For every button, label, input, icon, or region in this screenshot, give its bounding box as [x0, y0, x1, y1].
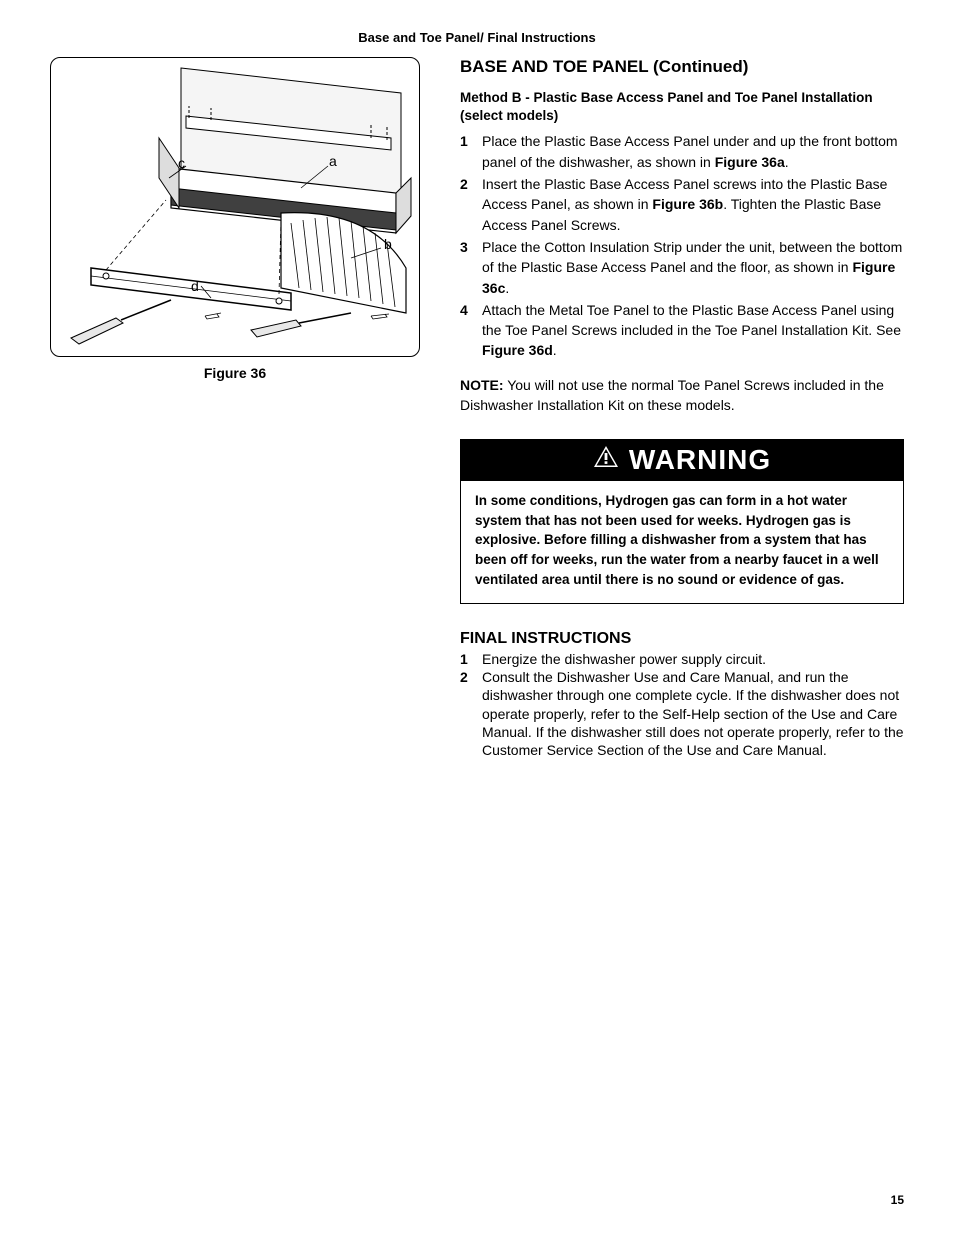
- step-text: Place the Cotton Insulation Strip under …: [482, 237, 904, 298]
- figure-label-d: d: [191, 278, 199, 294]
- left-column: a b c d Figure 36: [50, 57, 420, 759]
- warning-body: In some conditions, Hydrogen gas can for…: [461, 481, 903, 603]
- method-title: Method B - Plastic Base Access Panel and…: [460, 89, 904, 125]
- warning-header: WARNING: [461, 440, 903, 481]
- page-header: Base and Toe Panel/ Final Instructions: [50, 30, 904, 45]
- figure-ref: Figure 36c: [482, 259, 895, 295]
- step-number: 1: [460, 131, 482, 172]
- figure-label-c: c: [178, 155, 185, 171]
- step-item: 4Attach the Metal Toe Panel to the Plast…: [460, 300, 904, 361]
- note-text: You will not use the normal Toe Panel Sc…: [460, 377, 884, 413]
- right-column: BASE AND TOE PANEL (Continued) Method B …: [460, 57, 904, 759]
- step-text: Place the Plastic Base Access Panel unde…: [482, 131, 904, 172]
- step-item: 1Place the Plastic Base Access Panel und…: [460, 131, 904, 172]
- method-steps: 1Place the Plastic Base Access Panel und…: [460, 131, 904, 360]
- step-number: 1: [460, 650, 482, 668]
- final-title: FINAL INSTRUCTIONS: [460, 630, 904, 648]
- step-number: 2: [460, 174, 482, 235]
- final-step-item: 1Energize the dishwasher power supply ci…: [460, 650, 904, 668]
- content-row: a b c d Figure 36 BASE AND TOE PANEL (Co…: [50, 57, 904, 759]
- figure-label-b: b: [384, 236, 392, 252]
- final-step-item: 2Consult the Dishwasher Use and Care Man…: [460, 668, 904, 759]
- figure-ref: Figure 36b: [652, 196, 723, 212]
- note-block: NOTE: You will not use the normal Toe Pa…: [460, 375, 904, 416]
- warning-box: WARNING In some conditions, Hydrogen gas…: [460, 439, 904, 604]
- warning-triangle-icon: [593, 444, 619, 476]
- figure-label-a: a: [329, 153, 337, 169]
- step-number: 4: [460, 300, 482, 361]
- final-steps: 1Energize the dishwasher power supply ci…: [460, 650, 904, 759]
- section-title: BASE AND TOE PANEL (Continued): [460, 57, 904, 77]
- step-item: 3Place the Cotton Insulation Strip under…: [460, 237, 904, 298]
- note-label: NOTE:: [460, 377, 504, 393]
- step-text: Energize the dishwasher power supply cir…: [482, 650, 904, 668]
- step-text: Attach the Metal Toe Panel to the Plasti…: [482, 300, 904, 361]
- step-text: Insert the Plastic Base Access Panel scr…: [482, 174, 904, 235]
- page-number: 15: [891, 1193, 904, 1207]
- warning-header-text: WARNING: [629, 444, 771, 476]
- figure-ref: Figure 36a: [715, 154, 785, 170]
- step-item: 2Insert the Plastic Base Access Panel sc…: [460, 174, 904, 235]
- step-text: Consult the Dishwasher Use and Care Manu…: [482, 668, 904, 759]
- step-number: 2: [460, 668, 482, 759]
- figure-caption: Figure 36: [50, 365, 420, 381]
- figure-36-diagram: a b c d: [50, 57, 420, 357]
- figure-ref: Figure 36d: [482, 342, 553, 358]
- step-number: 3: [460, 237, 482, 298]
